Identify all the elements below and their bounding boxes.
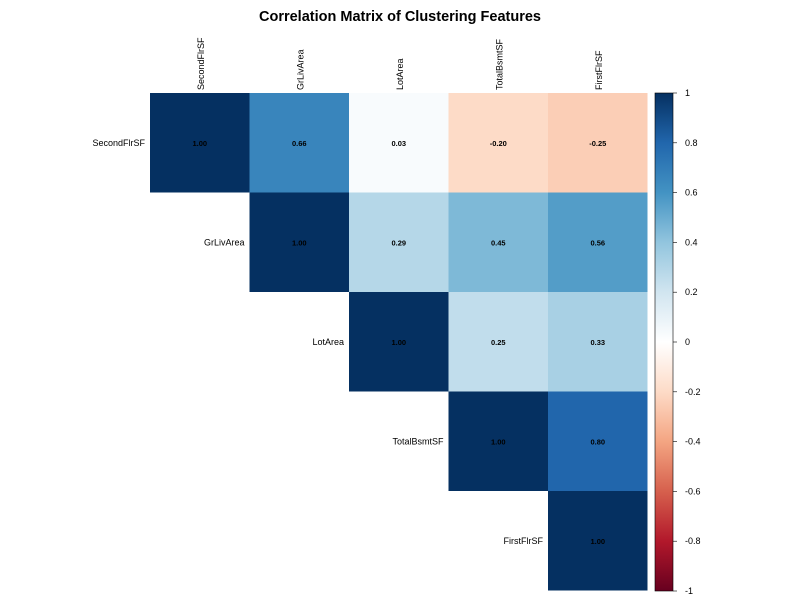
cell-value-GrLivArea-GrLivArea: 1.00 xyxy=(292,238,307,247)
heatmap-cell-SecondFlrSF-LotArea xyxy=(349,93,449,193)
column-label-LotArea: LotArea xyxy=(395,58,405,90)
color-legend-tick-label: -1 xyxy=(685,586,693,596)
cell-value-GrLivArea-LotArea: 0.29 xyxy=(391,238,406,247)
heatmap-cell-TotalBsmtSF-FirstFlrSF xyxy=(548,391,648,491)
color-legend-tick-label: -0.2 xyxy=(685,387,701,397)
cell-value-SecondFlrSF-GrLivArea: 0.66 xyxy=(292,139,307,148)
cell-value-SecondFlrSF-FirstFlrSF: -0.25 xyxy=(589,139,606,148)
color-legend-tick-label: 0.6 xyxy=(685,188,698,198)
heatmap-cell-GrLivArea-TotalBsmtSF xyxy=(448,192,548,292)
cell-value-SecondFlrSF-LotArea: 0.03 xyxy=(391,139,406,148)
row-label-TotalBsmtSF: TotalBsmtSF xyxy=(392,436,444,446)
heatmap-cell-SecondFlrSF-TotalBsmtSF xyxy=(448,93,548,193)
chart-title: Correlation Matrix of Clustering Feature… xyxy=(259,9,541,25)
heatmap-cell-SecondFlrSF-SecondFlrSF xyxy=(150,93,250,193)
row-label-GrLivArea: GrLivArea xyxy=(204,237,245,247)
color-legend-ticks: 1 0.8 0.6 0.4 0.2 0 -0.2 -0.4 -0.6 -0.8 -1 xyxy=(673,88,701,596)
column-label-SecondFlrSF: SecondFlrSF xyxy=(196,37,206,90)
cell-value-SecondFlrSF-TotalBsmtSF: -0.20 xyxy=(490,139,507,148)
color-legend-tick-label: 0 xyxy=(685,337,690,347)
row-label-LotArea: LotArea xyxy=(312,337,344,347)
cell-value-FirstFlrSF-FirstFlrSF: 1.00 xyxy=(590,537,605,546)
color-legend: 1 0.8 0.6 0.4 0.2 0 -0.2 -0.4 -0.6 -0.8 -1 xyxy=(654,88,701,596)
color-legend-bar xyxy=(654,92,674,592)
cell-value-TotalBsmtSF-TotalBsmtSF: 1.00 xyxy=(491,437,506,446)
heatmap-cell-TotalBsmtSF-TotalBsmtSF xyxy=(448,391,548,491)
color-legend-tick-label: -0.6 xyxy=(685,486,701,496)
cell-value-TotalBsmtSF-FirstFlrSF: 0.80 xyxy=(590,437,605,446)
cell-value-GrLivArea-TotalBsmtSF: 0.45 xyxy=(491,238,506,247)
heatmap-cell-SecondFlrSF-GrLivArea xyxy=(249,93,349,193)
cell-value-GrLivArea-FirstFlrSF: 0.56 xyxy=(590,238,605,247)
heatmap-cell-LotArea-TotalBsmtSF xyxy=(448,292,548,392)
heatmap-cells xyxy=(150,93,648,591)
column-label-TotalBsmtSF: TotalBsmtSF xyxy=(494,38,504,90)
heatmap-cell-GrLivArea-LotArea xyxy=(349,192,449,292)
row-label-FirstFlrSF: FirstFlrSF xyxy=(504,536,544,546)
heatmap-cell-LotArea-LotArea xyxy=(349,292,449,392)
color-legend-tick-label: 0.4 xyxy=(685,237,698,247)
column-label-GrLivArea: GrLivArea xyxy=(295,49,305,90)
color-legend-tick-label: 1 xyxy=(685,88,690,98)
color-legend-tick-label: -0.8 xyxy=(685,536,701,546)
heatmap-cell-LotArea-FirstFlrSF xyxy=(548,292,648,392)
cell-values: 1.00 0.66 0.03 -0.20 -0.25 1.00 0.29 0.45 0.56 1.… xyxy=(192,139,606,546)
column-label-FirstFlrSF: FirstFlrSF xyxy=(594,50,604,90)
column-labels: SecondFlrSF GrLivArea LotArea TotalBsmtSF Fi… xyxy=(196,37,604,90)
row-labels: SecondFlrSF GrLivArea LotArea TotalBsmtSF Fi… xyxy=(92,138,543,546)
color-legend-tick-label: 0.2 xyxy=(685,287,698,297)
cell-value-LotArea-TotalBsmtSF: 0.25 xyxy=(491,338,506,347)
cell-value-LotArea-FirstFlrSF: 0.33 xyxy=(590,338,605,347)
heatmap-cell-SecondFlrSF-FirstFlrSF xyxy=(548,93,648,193)
heatmap-cell-GrLivArea-GrLivArea xyxy=(249,192,349,292)
color-legend-tick-label: 0.8 xyxy=(685,138,698,148)
cell-value-LotArea-LotArea: 1.00 xyxy=(391,338,406,347)
row-label-SecondFlrSF: SecondFlrSF xyxy=(92,138,145,148)
color-legend-tick-label: -0.4 xyxy=(685,437,701,447)
heatmap-cell-GrLivArea-FirstFlrSF xyxy=(548,192,648,292)
heatmap-cell-FirstFlrSF-FirstFlrSF xyxy=(548,491,648,591)
cell-value-SecondFlrSF-SecondFlrSF: 1.00 xyxy=(192,139,207,148)
